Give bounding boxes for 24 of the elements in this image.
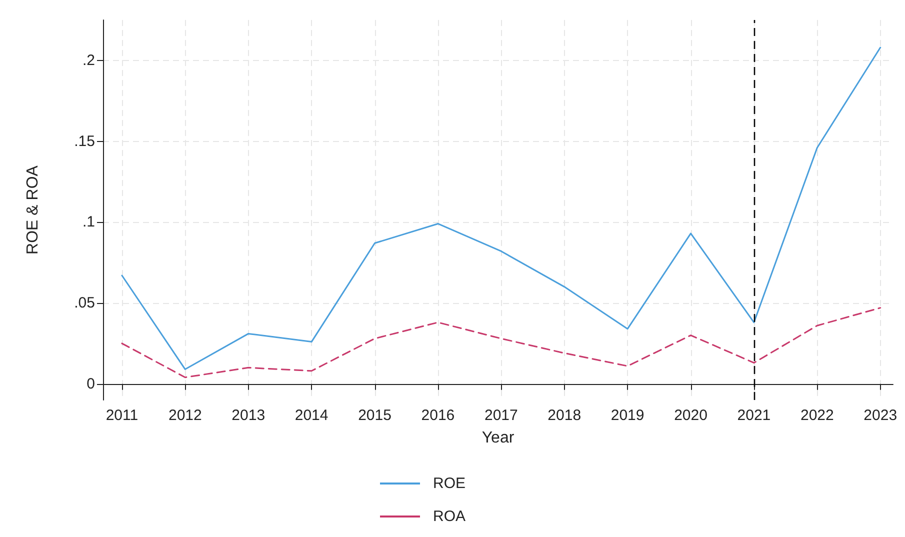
x-tick-label: 2011 [106, 407, 138, 424]
x-tick-label: 2021 [737, 407, 771, 424]
x-axis-title: Year [482, 430, 515, 446]
y-tick-label: .1 [82, 214, 95, 231]
x-tick-label: 2012 [168, 407, 202, 424]
line-series [121, 307, 882, 378]
x-tick-label: 2023 [864, 407, 898, 424]
legend-label: ROA [433, 508, 466, 525]
x-tick-label: 2014 [294, 407, 328, 424]
legend-label: ROE [433, 475, 466, 492]
x-tick-label: 2022 [800, 407, 834, 424]
x-tick-label: 2016 [421, 407, 455, 424]
x-tick-label: 2018 [548, 407, 582, 424]
y-tick-label: .05 [74, 294, 95, 312]
y-axis-title: ROE & ROA [24, 165, 42, 254]
x-tick-label: 2015 [358, 407, 392, 424]
x-tick-label: 2020 [674, 407, 708, 424]
x-tick-label: 2013 [232, 407, 266, 424]
y-tick-label: .2 [82, 52, 95, 69]
x-tick-label: 2017 [484, 407, 518, 424]
x-tick-label: 2019 [610, 407, 644, 424]
line-series [121, 46, 882, 370]
y-tick-label: 0 [86, 375, 95, 392]
y-tick-label: .15 [74, 132, 95, 150]
